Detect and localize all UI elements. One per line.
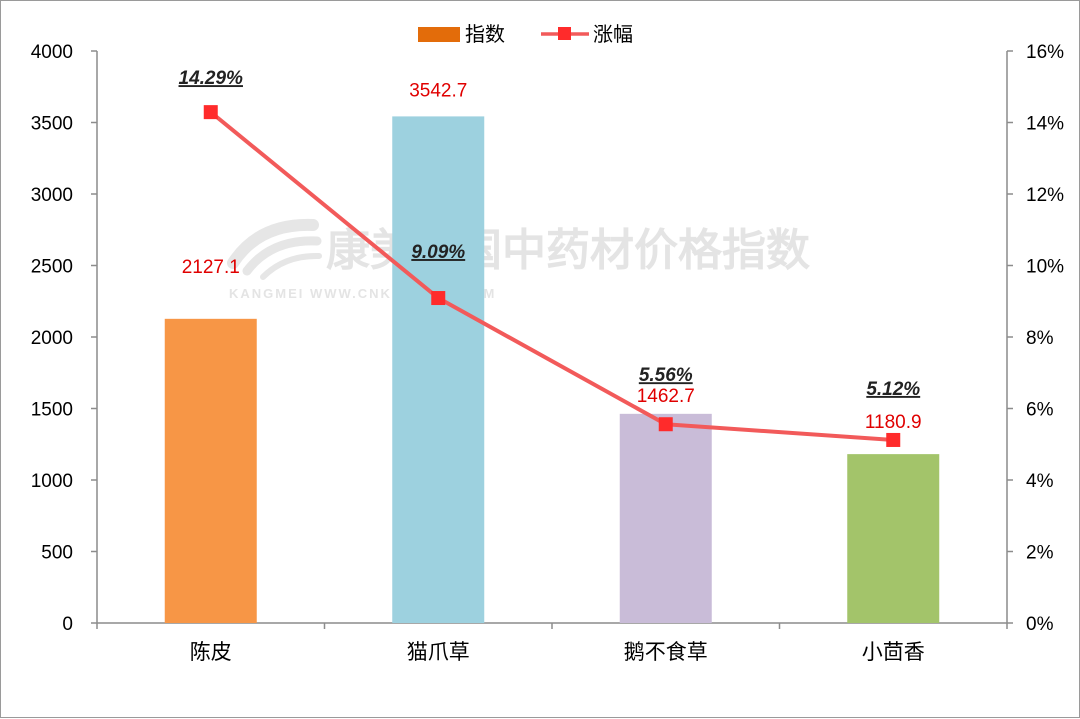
left-tick-label: 3000 [31,185,73,206]
category-label: 鹅不食草 [624,640,708,664]
x-ticks [96,623,1008,629]
line-series [203,105,901,447]
bar-value-label: 3542.7 [409,80,467,101]
right-tick-label: 6% [1026,400,1054,421]
line-point [886,432,901,447]
bar-value-label: 1462.7 [637,386,695,407]
pct-value-label: 9.09% [411,242,465,263]
line-path [209,110,894,442]
right-tick-label: 4% [1026,471,1054,492]
left-tick-label: 4000 [31,42,73,63]
left-tick-label: 1000 [31,471,73,492]
right-tick-label: 8% [1026,328,1054,349]
legend-line-marker [558,27,571,40]
category-label: 陈皮 [190,640,232,664]
bar [847,454,940,623]
right-ticks: 0% 2% 4% 6% 8% 10% 12% 14% 16% [1007,42,1064,635]
pct-value-label: 5.56% [639,365,693,386]
bar [164,318,257,623]
bar-series [164,116,940,624]
line-point [658,417,673,432]
pct-value-label: 14.29% [179,68,244,89]
pct-value-label: 5.12% [866,379,920,400]
category-labels: 陈皮 猫爪草 鹅不食草 小茴香 [190,640,925,664]
bar [619,413,712,623]
right-tick-label: 14% [1026,114,1064,135]
legend-bar-label: 指数 [465,22,505,46]
bar-value-label: 1180.9 [865,412,922,433]
right-tick-label: 2% [1026,543,1054,564]
right-tick-label: 0% [1026,614,1054,635]
left-tick-label: 1500 [31,400,73,421]
bar [392,116,485,624]
left-tick-label: 0 [62,614,73,635]
left-tick-label: 2000 [31,328,73,349]
legend: 指数 涨幅 [418,22,633,46]
left-tick-label: 500 [41,543,73,564]
watermark: 康美中国中药材价格指数 KANGMEI WWW.CNKMPRICE.COM [227,218,810,301]
line-point [431,291,446,306]
line-point [203,105,218,120]
watermark-logo-icon [227,218,322,280]
pct-labels: 14.29% 9.09% 5.56% 5.12% [179,68,921,400]
legend-bar-swatch [418,27,460,42]
left-tick-label: 2500 [31,257,73,278]
bar-value-label: 2127.1 [182,257,240,278]
right-tick-label: 10% [1026,257,1064,278]
category-label: 小茴香 [862,640,925,664]
category-label: 猫爪草 [407,640,470,664]
right-tick-label: 16% [1026,42,1064,63]
right-tick-label: 12% [1026,185,1064,206]
left-ticks: 0 500 1000 1500 2000 2500 3000 3500 4000 [31,42,97,635]
left-tick-label: 3500 [31,114,73,135]
bar-labels: 2127.1 3542.7 1462.7 1180.9 [182,80,922,433]
legend-line-label: 涨幅 [593,22,633,46]
